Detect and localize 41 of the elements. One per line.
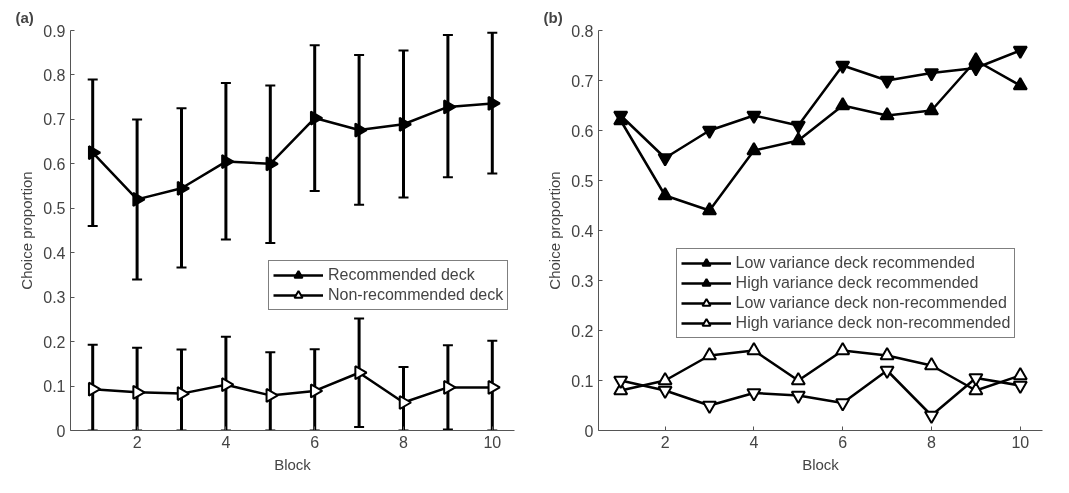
chart-title: (a) [15,8,34,26]
legend-label: Low variance deck recommended [735,254,975,272]
x-tick-label: 2 [132,433,142,451]
y-tick-label: 0.9 [43,22,66,40]
legend-label: Recommended deck [328,266,475,284]
x-tick-label: 8 [399,433,409,451]
x-tick-label: 4 [221,433,231,451]
legend-label: Low variance deck non-recommended [735,294,1007,312]
y-tick-label: 0 [584,422,594,440]
x-axis-title: Block [802,455,840,473]
legend-label: High variance deck non-recommended [735,314,1011,332]
y-tick-label: 0.5 [43,200,66,218]
chart-title: (b) [543,8,563,26]
x-tick-label: 6 [310,433,320,451]
y-tick-label: 0.6 [571,122,594,140]
y-tick-label: 0.1 [43,378,66,396]
x-tick-label: 8 [927,433,937,451]
x-tick-label: 10 [483,433,502,451]
y-tick-label: 0.2 [571,322,594,340]
y-tick-label: 0.1 [571,372,594,390]
x-tick-label: 10 [1011,433,1030,451]
legend-label: Non-recommended deck [328,286,504,304]
y-tick-label: 0.8 [571,22,594,40]
legend-label: High variance deck recommended [735,274,979,292]
x-axis-title: Block [274,455,312,473]
x-tick-label: 2 [660,433,670,451]
y-tick-label: 0.5 [571,172,594,190]
y-tick-label: 0 [56,422,66,440]
y-tick-label: 0.6 [43,155,66,173]
y-tick-label: 0.8 [43,66,66,84]
y-tick-label: 0.2 [43,333,66,351]
x-tick-label: 4 [749,433,759,451]
y-tick-label: 0.3 [43,289,66,307]
y-tick-label: 0.4 [43,244,66,262]
y-axis-title: Choice proportion [18,171,36,290]
x-tick-label: 6 [838,433,848,451]
y-tick-label: 0.7 [571,72,594,90]
y-tick-label: 0.4 [571,222,594,240]
y-tick-label: 0.7 [43,111,66,129]
y-axis-title: Choice proportion [546,171,564,290]
y-tick-label: 0.3 [571,272,594,290]
